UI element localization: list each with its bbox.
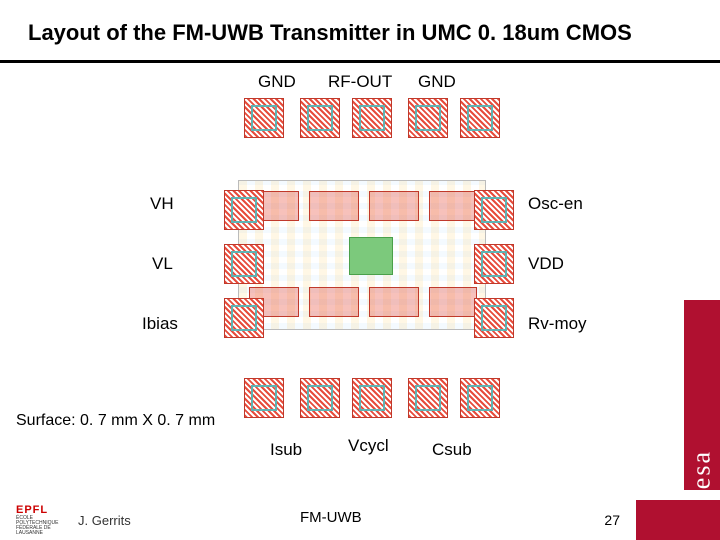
label-right-oscen: Osc-en	[528, 194, 583, 214]
io-pad	[244, 378, 284, 418]
io-pad	[224, 244, 264, 284]
label-top-gnd-1: GND	[258, 72, 296, 92]
footer-center: FM-UWB	[300, 509, 362, 526]
title-divider	[0, 60, 720, 63]
io-pad	[474, 244, 514, 284]
core-block	[429, 191, 477, 221]
label-right-rvmoy: Rv-moy	[528, 314, 587, 334]
label-left-ibias: Ibias	[142, 314, 178, 334]
logo-epfl: EPFL ÉCOLE POLYTECHNIQUE FÉDÉRALE DE LAU…	[16, 504, 72, 534]
label-left-vh: VH	[150, 194, 174, 214]
io-pad	[408, 378, 448, 418]
io-pad	[244, 98, 284, 138]
label-bottom-csub: Csub	[432, 440, 472, 460]
io-pad	[460, 98, 500, 138]
core-block	[369, 191, 419, 221]
label-right-vdd: VDD	[528, 254, 564, 274]
page-number: 27	[604, 512, 620, 528]
logo-sub2: FÉDÉRALE DE LAUSANNE	[16, 526, 72, 536]
chip-core	[238, 180, 486, 330]
io-pad	[408, 98, 448, 138]
surface-note: Surface: 0. 7 mm X 0. 7 mm	[16, 412, 215, 430]
footer-accent	[636, 500, 720, 540]
io-pad	[352, 378, 392, 418]
io-pad	[474, 190, 514, 230]
core-block	[429, 287, 477, 317]
label-bottom-vcycl: Vcycl	[348, 436, 389, 456]
io-pad	[300, 378, 340, 418]
io-pad	[460, 378, 500, 418]
label-top-rfout: RF-OUT	[328, 72, 392, 92]
core-block	[369, 287, 419, 317]
core-block	[309, 191, 359, 221]
core-block	[309, 287, 359, 317]
label-bottom-isub: Isub	[270, 440, 302, 460]
footer-author: J. Gerrits	[78, 513, 131, 528]
label-top-gnd-2: GND	[418, 72, 456, 92]
io-pad	[224, 190, 264, 230]
io-pad	[474, 298, 514, 338]
io-pad	[300, 98, 340, 138]
io-pad	[352, 98, 392, 138]
label-left-vl: VL	[152, 254, 173, 274]
slide-title: Layout of the FM-UWB Transmitter in UMC …	[28, 20, 632, 46]
io-pad	[224, 298, 264, 338]
core-green-block	[349, 237, 393, 275]
